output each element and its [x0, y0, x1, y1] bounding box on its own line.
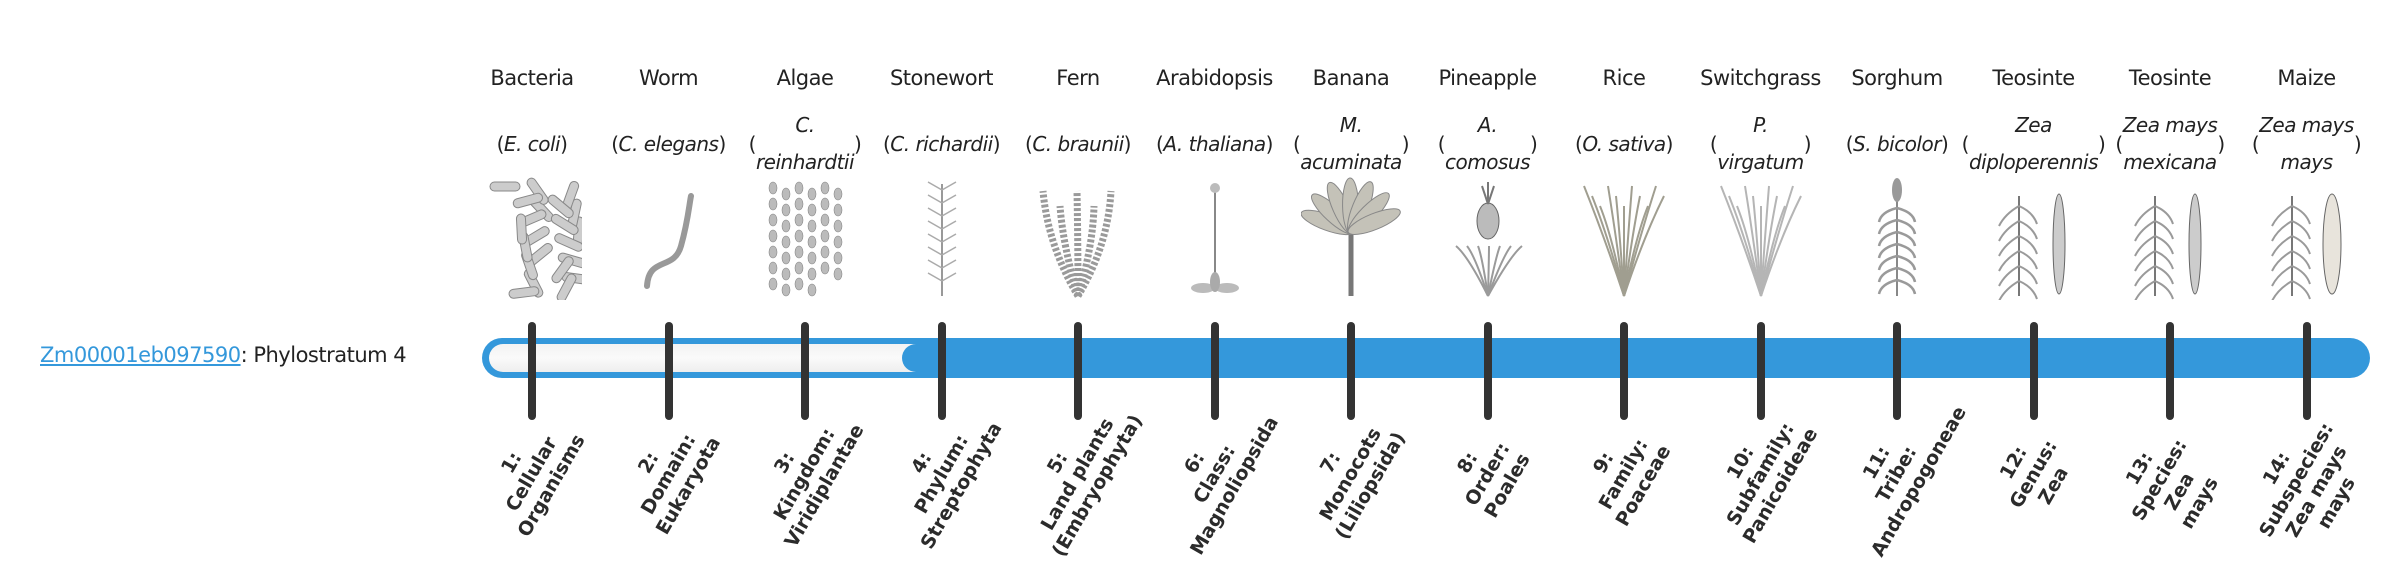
stratum-label: 5: Land plants (Embryophyta): [1036, 410, 1148, 561]
species-name: E. coli: [503, 131, 561, 156]
organism-name: Banana: [1312, 66, 1390, 90]
organism-species: (C. reinhardtii): [733, 112, 877, 176]
organism-species: (S. bicolor): [1825, 112, 1969, 176]
species-name: C. elegans: [618, 131, 719, 156]
stratum-tick: [937, 322, 946, 420]
organism-species: (C. elegans): [597, 112, 741, 176]
species-name: C. richardii: [890, 131, 993, 156]
species-name: S. bicolor: [1853, 131, 1941, 156]
stratum-tick: [1074, 322, 1082, 420]
stratum-label: 3: Kingdom: Viridiplantae: [769, 420, 869, 552]
stratum-tick: [801, 322, 809, 420]
organism-species: (Zea diploperennis): [1962, 112, 2106, 176]
organism-name: Teosinte: [2128, 66, 2212, 90]
worm-icon: [619, 176, 719, 300]
track-filled-start: [901, 344, 930, 372]
species-name: C. reinhardtii: [755, 113, 855, 174]
track-empty-region: [489, 344, 916, 372]
fern-icon: [1028, 176, 1128, 300]
species-name: P. virgatum: [1717, 113, 1804, 174]
teosinte-icon: [1984, 176, 2084, 302]
organism-name: Sorghum: [1851, 66, 1943, 90]
pineapple-icon: [1438, 176, 1538, 300]
stratum-tick: [1210, 322, 1219, 420]
gene-id-link[interactable]: Zm00001eb097590: [40, 343, 241, 367]
gene-separator: :: [240, 343, 248, 367]
bacteria-icon: [482, 176, 593, 303]
species-name: Zea mays mexicana: [2122, 113, 2218, 174]
rice-icon: [1574, 176, 1674, 300]
stratum-tick: [1620, 322, 1628, 420]
stratum-label: 2: Domain: Eukaryota: [633, 430, 725, 539]
organism-name: Maize: [2277, 66, 2336, 90]
organism-species: (Zea mays mays): [2235, 112, 2379, 176]
stratum-label: 12: Genus: Zea: [1995, 436, 2073, 512]
organism-name: Pineapple: [1438, 66, 1537, 90]
banana-icon: [1300, 176, 1401, 300]
organism-species: (A. comosus): [1416, 112, 1560, 176]
species-name: Zea diploperennis: [1968, 113, 2099, 174]
organism-species: (O. sativa): [1552, 112, 1696, 176]
stratum-label: 14: Subspecies: Zea mays mays: [2254, 418, 2360, 542]
algae-icon: [755, 176, 855, 300]
stratum-tick: [2166, 322, 2174, 420]
stratum-tick: [1756, 322, 1765, 420]
organism-species: (E. coli): [460, 112, 604, 176]
organism-name: Worm: [638, 66, 699, 90]
organism-species: (C. braunii): [1006, 112, 1150, 176]
arabidopsis-icon: [1165, 176, 1265, 300]
stratum-tick: [664, 322, 673, 420]
organism-species: (M. acuminata): [1279, 112, 1423, 176]
organism-name: Stonewort: [889, 66, 994, 90]
sorghum-icon: [1847, 176, 1947, 300]
organism-name: Bacteria: [490, 66, 574, 90]
species-name: C. braunii: [1032, 131, 1124, 156]
stratum-tick: [2302, 322, 2311, 420]
stratum-tick: [1893, 322, 1901, 420]
stratum-label: 9: Family: Poaceae: [1588, 435, 1676, 531]
teosinte-icon: [2120, 176, 2220, 302]
organism-species: (C. richardii): [870, 112, 1014, 176]
stratum-label: 6: Class: Magnoliopsida: [1179, 412, 1283, 559]
organism-species: (A. thaliana): [1143, 112, 1287, 176]
stratum-label: 7: Monocots (Liliopsida): [1315, 424, 1410, 544]
phylostratum-label: Phylostratum 4: [253, 343, 407, 367]
maize-icon: [2257, 176, 2357, 302]
organism-name: Fern: [1056, 66, 1100, 90]
stratum-label: 4: Phylum: Streptophyta: [906, 418, 1007, 553]
stratum-tick: [528, 322, 536, 420]
organism-name: Arabidopsis: [1156, 66, 1273, 90]
species-name: A. thaliana: [1163, 131, 1266, 156]
stonewort-icon: [892, 176, 992, 300]
species-name: M. acuminata: [1300, 113, 1402, 174]
phylostratum-track: [482, 338, 2370, 378]
stratum-tick: [1347, 322, 1355, 420]
stratum-label: 10: Subfamily: Panicoideae: [1721, 419, 1822, 548]
organism-name: Switchgrass: [1700, 66, 1821, 90]
species-name: O. sativa: [1582, 131, 1666, 156]
stratum-tick: [1483, 322, 1492, 420]
stratum-label: 8: Order: Poales: [1452, 438, 1535, 522]
gene-label: Zm00001eb097590: Phylostratum 4: [40, 340, 407, 370]
species-name: Zea mays mays: [2259, 113, 2354, 174]
stratum-label: 11: Tribe: Andropogoneae: [1858, 402, 1971, 561]
stratum-tick: [2029, 322, 2038, 420]
organism-name: Rice: [1602, 66, 1646, 90]
organism-name: Algae: [776, 66, 834, 90]
stratum-label: 1: Cellular Organisms: [496, 430, 590, 541]
organism-species: (Zea mays mexicana): [2098, 112, 2242, 176]
organism-name: Teosinte: [1992, 66, 2075, 90]
species-name: A. comosus: [1445, 113, 1530, 174]
stratum-label: 13: Species: Zea mays: [2121, 435, 2223, 533]
organism-species: (P. virgatum): [1689, 112, 1833, 176]
switchgrass-icon: [1711, 176, 1811, 300]
